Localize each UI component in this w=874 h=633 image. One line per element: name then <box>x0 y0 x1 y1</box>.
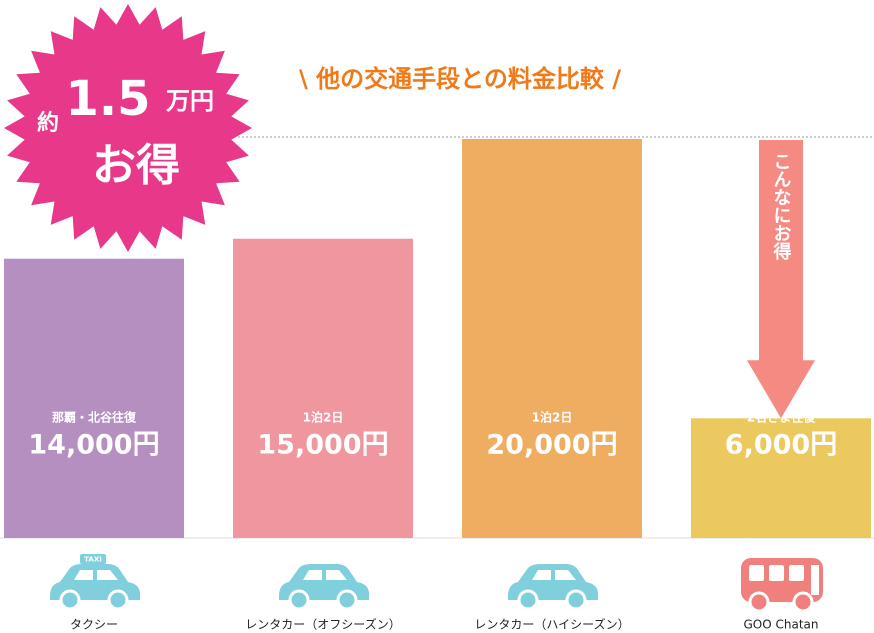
wheel <box>517 589 539 611</box>
wheel <box>288 589 310 611</box>
bar <box>691 418 871 538</box>
taxi-sign-text: TAXI <box>84 556 102 564</box>
badge-prefix: 約 <box>37 110 59 136</box>
wheel <box>336 589 358 611</box>
bar-sublabel: 1泊2日 <box>303 410 344 425</box>
car-icon <box>279 564 369 611</box>
x-tick-label: タクシー <box>70 618 118 632</box>
value-label: 6,000円 <box>725 430 837 461</box>
car-window <box>74 570 118 580</box>
bus-window <box>789 565 804 581</box>
x-tick-label: レンタカー（ハイシーズン） <box>474 617 629 632</box>
value-label: 20,000円 <box>486 430 617 461</box>
badge-unit: 万円 <box>166 87 214 115</box>
x-tick-label: GOO Chatan <box>743 618 818 632</box>
badge-amount: 1.5 <box>65 71 150 127</box>
arrow-label: こんなにお得 <box>771 152 793 261</box>
wheel <box>565 589 587 611</box>
bar <box>233 238 413 538</box>
wheel <box>59 589 81 611</box>
bus-window <box>749 565 764 581</box>
car-window <box>532 570 576 580</box>
bus-window <box>769 565 784 581</box>
value-label: 15,000円 <box>257 430 388 461</box>
bar <box>462 139 642 538</box>
car-window <box>303 570 347 580</box>
car-icon <box>508 564 598 611</box>
car-icon: TAXI <box>50 554 140 611</box>
value-label: 14,000円 <box>28 430 159 461</box>
taxi-sign <box>80 554 106 564</box>
x-tick-label: レンタカー（オフシーズン） <box>245 617 400 632</box>
badge-suffix: お得 <box>92 140 180 191</box>
bus-door <box>811 565 819 595</box>
bar-sublabel: 1泊2日 <box>532 410 573 425</box>
arrow <box>747 140 815 419</box>
bar <box>4 258 184 538</box>
bus-icon <box>741 558 823 613</box>
bar-sublabel: 那覇・北谷往復 <box>52 410 137 425</box>
wheel <box>748 591 770 613</box>
wheel <box>107 589 129 611</box>
wheel <box>792 591 814 613</box>
badge <box>4 4 252 252</box>
chart-title: \ 他の交通手段との料金比較 / <box>299 65 621 93</box>
